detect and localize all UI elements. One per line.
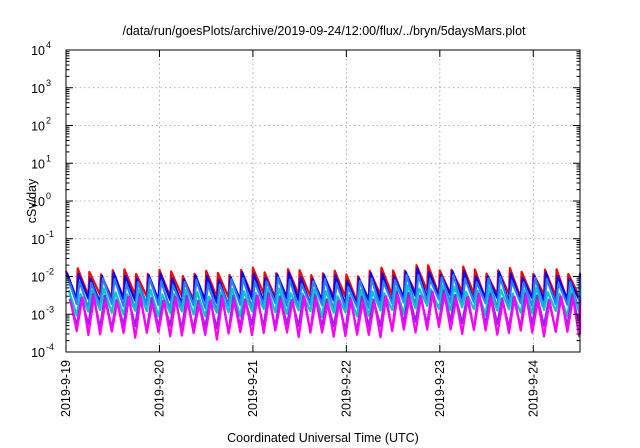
y-tick-label: 10 (31, 233, 45, 247)
grid-layer (66, 50, 580, 352)
x-tick-label: 2019-9-23 (433, 360, 447, 417)
y-tick-label: 10 (31, 271, 45, 285)
y-tick-exponent: -4 (46, 342, 54, 352)
y-tick-label: 10 (31, 157, 45, 171)
x-tick-label: 2019-9-22 (339, 360, 353, 417)
y-tick-label: 10 (31, 346, 45, 360)
y-tick-exponent: 4 (46, 40, 51, 50)
y-tick-exponent: 2 (46, 116, 51, 126)
y-axis-label: cSv/day (25, 178, 39, 223)
chart-title: /data/run/goesPlots/archive/2019-09-24/1… (122, 24, 526, 38)
x-tick-label: 2019-9-20 (152, 360, 166, 417)
x-tick-label: 2019-9-19 (59, 360, 73, 417)
y-tick-exponent: -2 (46, 267, 54, 277)
x-axis-label: Coordinated Universal Time (UTC) (227, 431, 419, 445)
flux-series-line (67, 284, 582, 318)
y-tick-exponent: 3 (46, 78, 51, 88)
y-tick-exponent: 0 (46, 191, 51, 201)
y-tick-label: 10 (31, 44, 45, 58)
y-tick-label: 10 (31, 82, 45, 96)
x-tick-labels: 2019-9-19 2019-9-20 2019-9-21 2019-9-22 2019… (59, 360, 540, 417)
y-tick-exponent: -3 (46, 304, 54, 314)
x-tick-label: 2019-9-24 (526, 360, 540, 417)
y-tick-label: 10 (31, 308, 45, 322)
series-layer (64, 264, 582, 341)
y-tick-exponent: 1 (46, 153, 51, 163)
flux-series-line (66, 273, 582, 313)
y-tick-exponent: -1 (46, 229, 54, 239)
y-tick-label: 10 (31, 120, 45, 134)
y-tick-label: 10 (31, 195, 45, 209)
flux-series-line (69, 291, 582, 341)
tick-layer (65, 49, 580, 353)
x-tick-label: 2019-9-21 (246, 360, 260, 417)
